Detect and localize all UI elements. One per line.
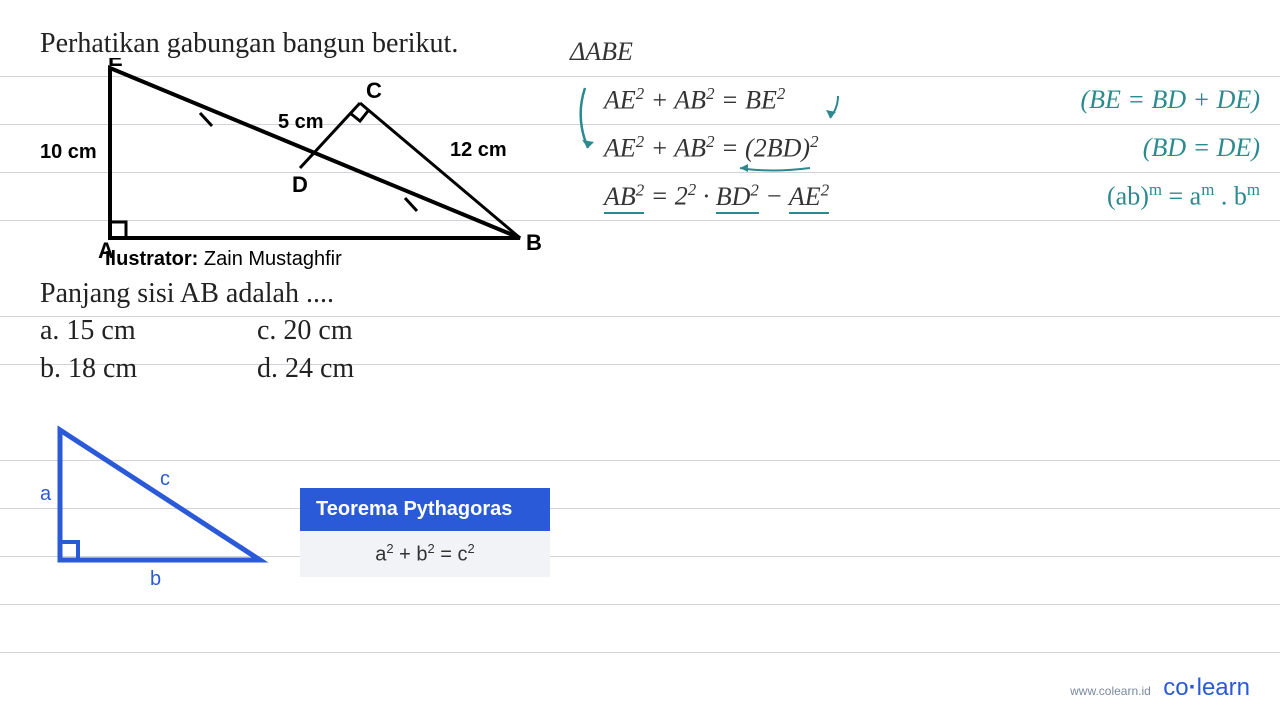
label-E: E <box>108 58 123 71</box>
answer-options: a. 15 cm c. 20 cm b. 18 cm d. 24 cm <box>40 315 354 391</box>
page: Perhatikan gabungan bangun berikut. E C … <box>0 0 1280 720</box>
work-eq3: AB2 = 22 · BD2 − AE2 <box>604 180 829 212</box>
theorem-box: Teorema Pythagoras a2 + b2 = c2 <box>300 488 550 577</box>
option-d: d. 24 cm <box>257 353 354 385</box>
footer: www.colearn.id co·learn <box>1070 674 1250 702</box>
label-AE: 10 cm <box>40 141 97 163</box>
gridline <box>0 604 1280 605</box>
footer-brand: co·learn <box>1163 674 1250 701</box>
work-area: ΔABE AE2 + AB2 = BE2 (BE = BD + DE) AE2 … <box>570 28 1270 220</box>
label-side-b: b <box>150 568 161 590</box>
question-prompt: Panjang sisi AB adalah .... <box>40 278 334 310</box>
work-note2: (BD = DE) <box>1143 133 1260 163</box>
illustrator-credit: Ilustrator: Zain Mustaghfir <box>105 248 342 271</box>
footer-url: www.colearn.id <box>1070 684 1151 698</box>
label-CB: 12 cm <box>450 139 507 161</box>
label-side-c: c <box>160 468 170 490</box>
label-CD: 5 cm <box>278 111 324 133</box>
question-title: Perhatikan gabungan bangun berikut. <box>40 28 458 60</box>
theorem-formula: a2 + b2 = c2 <box>300 531 550 577</box>
illustrator-name: Zain Mustaghfir <box>204 248 342 270</box>
label-side-a: a <box>40 483 52 505</box>
work-note1: (BE = BD + DE) <box>1080 85 1260 115</box>
work-eq1: AE2 + AB2 = BE2 <box>604 84 785 116</box>
label-B: B <box>526 230 542 255</box>
work-triangle-name: ΔABE <box>570 37 633 67</box>
main-diagram: E C D A B 10 cm 5 cm 12 cm <box>40 58 560 258</box>
work-note3: (ab)m = am . bm <box>1107 180 1260 212</box>
gridline <box>0 652 1280 653</box>
option-b: b. 18 cm <box>40 353 250 385</box>
theorem-title: Teorema Pythagoras <box>300 488 550 531</box>
label-C: C <box>366 78 382 103</box>
pythagoras-triangle: a b c <box>40 420 280 600</box>
option-c: c. 20 cm <box>257 315 353 347</box>
option-a: a. 15 cm <box>40 315 250 347</box>
illustrator-label: Ilustrator: <box>105 248 198 270</box>
label-D: D <box>292 172 308 197</box>
work-eq2: AE2 + AB2 = (2BD)2 <box>604 132 819 164</box>
